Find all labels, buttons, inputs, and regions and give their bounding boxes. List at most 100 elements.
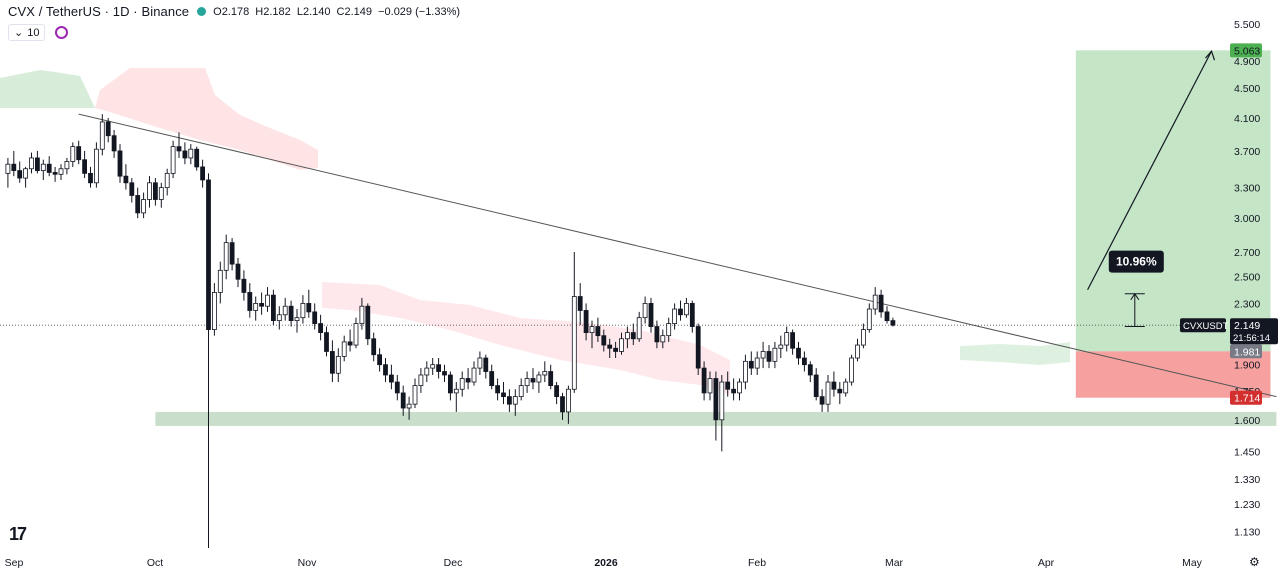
- projection-arrowhead: [1205, 49, 1216, 61]
- long-stop-zone: [1075, 351, 1271, 398]
- price-tick-label: 1.900: [1234, 360, 1260, 372]
- candle-body: [436, 364, 442, 372]
- candle-body: [129, 182, 135, 196]
- cloud-red-band-2: [322, 282, 730, 395]
- indicator-count: 10: [27, 26, 40, 39]
- symbol-title[interactable]: CVX / TetherUS · 1D · Binance: [8, 4, 190, 19]
- candle: [383, 358, 388, 383]
- candle-body: [784, 332, 790, 346]
- candle-body: [689, 303, 695, 327]
- candle-body: [211, 292, 217, 330]
- candle: [601, 329, 607, 352]
- candle: [117, 144, 123, 183]
- candle-body: [843, 381, 849, 394]
- candle: [512, 389, 518, 416]
- price-tick-label: 1.230: [1234, 499, 1260, 511]
- candle-body: [701, 367, 707, 394]
- candle-body: [359, 305, 365, 324]
- cloud-green-band: [0, 70, 95, 108]
- candle: [52, 166, 58, 182]
- candle: [483, 354, 489, 379]
- candle: [731, 378, 736, 401]
- long-target-zone: [1075, 50, 1271, 352]
- chevron-down-icon: ⌄: [14, 27, 24, 39]
- entry-price-tag: 1.981: [1234, 346, 1260, 358]
- candle-body: [636, 317, 642, 340]
- candle: [217, 261, 223, 304]
- candle: [365, 303, 371, 346]
- candle-body: [135, 195, 141, 214]
- candle-body: [512, 396, 518, 405]
- candle: [418, 368, 424, 393]
- candle: [607, 338, 613, 359]
- candle: [837, 382, 843, 405]
- loading-ring-icon: [55, 26, 69, 39]
- candle: [459, 371, 465, 397]
- candle: [613, 341, 618, 359]
- target-price-tag-bg: [1230, 43, 1262, 58]
- candle: [400, 385, 406, 416]
- candle-body: [223, 242, 229, 271]
- candle-body: [884, 311, 890, 322]
- candle-body: [229, 242, 235, 265]
- candle: [29, 152, 34, 174]
- candle-body: [424, 367, 430, 376]
- candle-body: [748, 360, 754, 369]
- candle-body: [111, 135, 117, 152]
- candle-body: [64, 161, 70, 170]
- candle: [542, 361, 548, 383]
- candle: [672, 303, 677, 330]
- candle-body: [872, 294, 878, 310]
- candle-body: [796, 347, 801, 359]
- candle: [642, 296, 648, 324]
- candle-body: [760, 351, 766, 359]
- candle: [76, 140, 82, 165]
- price-tick-label: 3.300: [1234, 183, 1260, 195]
- candle: [719, 374, 725, 452]
- candle: [530, 368, 536, 390]
- candle-body: [465, 378, 471, 383]
- price-tick-label: 4.100: [1234, 113, 1260, 125]
- candle: [247, 283, 253, 318]
- candle-body: [707, 378, 713, 394]
- candle-body: [265, 294, 270, 307]
- candle: [583, 303, 589, 341]
- candle: [94, 142, 99, 188]
- candle-body: [471, 367, 477, 383]
- candle-body: [542, 371, 548, 376]
- time-tick-label: Apr: [1038, 557, 1055, 569]
- candle-body: [105, 121, 111, 137]
- candle: [253, 296, 259, 321]
- candle: [105, 118, 111, 143]
- candle: [554, 382, 559, 405]
- stop-price-tag: 1.714: [1234, 393, 1260, 405]
- candle-body: [253, 303, 259, 311]
- candle: [501, 382, 506, 405]
- time-tick-label: Sep: [5, 557, 24, 569]
- candle: [465, 368, 471, 390]
- candle-body: [235, 263, 241, 280]
- candle-body: [778, 344, 784, 349]
- candle-body: [70, 146, 76, 162]
- candle: [17, 161, 23, 183]
- candlestick-series: [5, 114, 896, 548]
- price-tick-label: 2.300: [1234, 298, 1260, 310]
- time-tick-label: 2026: [594, 557, 618, 569]
- candle-body: [294, 317, 300, 322]
- indicator-toggle[interactable]: ⌄ 10: [8, 24, 46, 41]
- candle: [129, 178, 135, 203]
- candle-body: [813, 374, 819, 398]
- gear-icon[interactable]: ⚙: [1249, 555, 1260, 569]
- candle: [536, 371, 542, 393]
- candle: [176, 132, 182, 158]
- candle-body: [766, 351, 772, 362]
- candle: [5, 157, 11, 188]
- candle-body: [329, 351, 335, 374]
- cloud-red-band: [95, 68, 318, 170]
- candle-body: [866, 308, 872, 330]
- candle: [270, 289, 276, 326]
- candle-body: [477, 357, 483, 369]
- candle-body: [158, 187, 164, 200]
- candle-body: [601, 335, 607, 346]
